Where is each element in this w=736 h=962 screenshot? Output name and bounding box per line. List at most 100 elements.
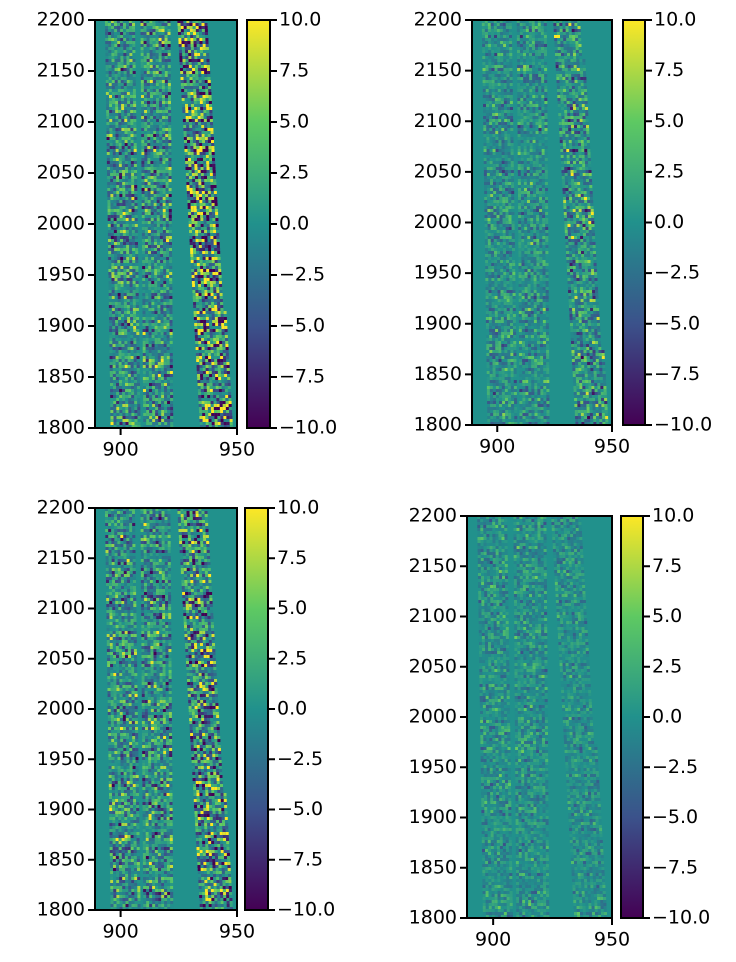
heatmap-cell [213,173,216,176]
heatmap-cell [201,170,204,173]
heatmap-cell [160,287,163,290]
heatmap-cell [165,146,168,149]
heatmap-cell [115,278,118,281]
heatmap-cell [121,80,124,83]
heatmap-cell [517,41,520,44]
heatmap-cell [194,257,197,260]
heatmap-cell [144,59,147,62]
heatmap-cell [163,167,166,170]
heatmap-cell [230,419,233,422]
heatmap-cell [125,410,128,413]
heatmap-cell [199,38,202,41]
heatmap-cell [571,71,574,74]
heatmap-cell [584,92,587,95]
heatmap-cell [130,296,133,299]
heatmap-cell [136,296,139,299]
heatmap-cell [165,56,168,59]
heatmap-cell [575,32,578,35]
heatmap-cell [200,95,203,98]
heatmap-cell [117,47,120,50]
heatmap-cell [167,317,170,320]
heatmap-cell [199,140,202,143]
heatmap-cell [208,254,211,257]
heatmap-cell [144,143,147,146]
heatmap-cell [123,239,126,242]
heatmap-cell [147,104,150,107]
heatmap-cell [571,62,574,65]
heatmap-cell [529,26,532,29]
heatmap-cell [196,137,199,140]
heatmap-cell [197,317,200,320]
heatmap-cell [113,170,116,173]
heatmap-cell [119,344,122,347]
heatmap-cell [215,323,218,326]
heatmap-cell [126,215,129,218]
heatmap-cell [130,341,133,344]
heatmap-cell [156,152,159,155]
heatmap-cell [219,395,222,398]
heatmap-cell [119,398,122,401]
heatmap-cell [529,101,532,104]
heatmap-cell [153,77,156,80]
heatmap-cell [494,32,497,35]
heatmap-cell [141,29,144,32]
heatmap-cell [199,134,202,137]
heatmap-cell [157,206,160,209]
heatmap-cell [112,323,115,326]
heatmap-cell [506,38,509,41]
heatmap-cell [575,95,578,98]
heatmap-cell [170,329,173,332]
heatmap-cell [169,299,172,302]
heatmap-cell [193,23,196,26]
heatmap-cell [501,101,504,104]
heatmap-cell [163,236,166,239]
heatmap-cell [214,188,217,191]
heatmap-cell [161,401,164,404]
heatmap-cell [213,227,216,230]
heatmap-cell [494,26,497,29]
heatmap-cell [107,170,110,173]
heatmap-cell [123,224,126,227]
heatmap-cell [169,287,172,290]
heatmap-cell [114,32,117,35]
heatmap-cell [118,329,121,332]
heatmap-cell [133,62,136,65]
heatmap-cell [203,110,206,113]
heatmap-cell [498,101,501,104]
heatmap-cell [130,104,133,107]
heatmap-cell [111,254,114,257]
heatmap-cell [538,29,541,32]
heatmap-cell [187,83,190,86]
heatmap-cell [132,47,135,50]
heatmap-cell [116,185,119,188]
heatmap-cell [145,254,148,257]
heatmap-cell [127,323,130,326]
heatmap-cell [509,59,512,62]
heatmap-cell [526,71,529,74]
heatmap-cell [146,335,149,338]
heatmap-cell [152,416,155,419]
heatmap-cell [526,86,529,89]
heatmap-cell [188,104,191,107]
heatmap-cell [126,41,129,44]
heatmap-cell [124,92,127,95]
heatmap-cell [532,68,535,71]
heatmap-cell [113,404,116,407]
heatmap-cell [163,227,166,230]
heatmap-cell [129,251,132,254]
heatmap-cell [141,119,144,122]
heatmap-cell [208,407,211,410]
heatmap-cell [198,65,201,68]
heatmap-cell [567,53,570,56]
heatmap-cell [159,53,162,56]
heatmap-cell [215,215,218,218]
heatmap-cell [213,170,216,173]
heatmap-cell [584,83,587,86]
heatmap-cell [153,116,156,119]
heatmap-cell [109,62,112,65]
heatmap-cell [115,104,118,107]
heatmap-cell [145,236,148,239]
heatmap-cell [160,284,163,287]
heatmap-cell [203,422,206,425]
heatmap-cell [170,377,173,380]
